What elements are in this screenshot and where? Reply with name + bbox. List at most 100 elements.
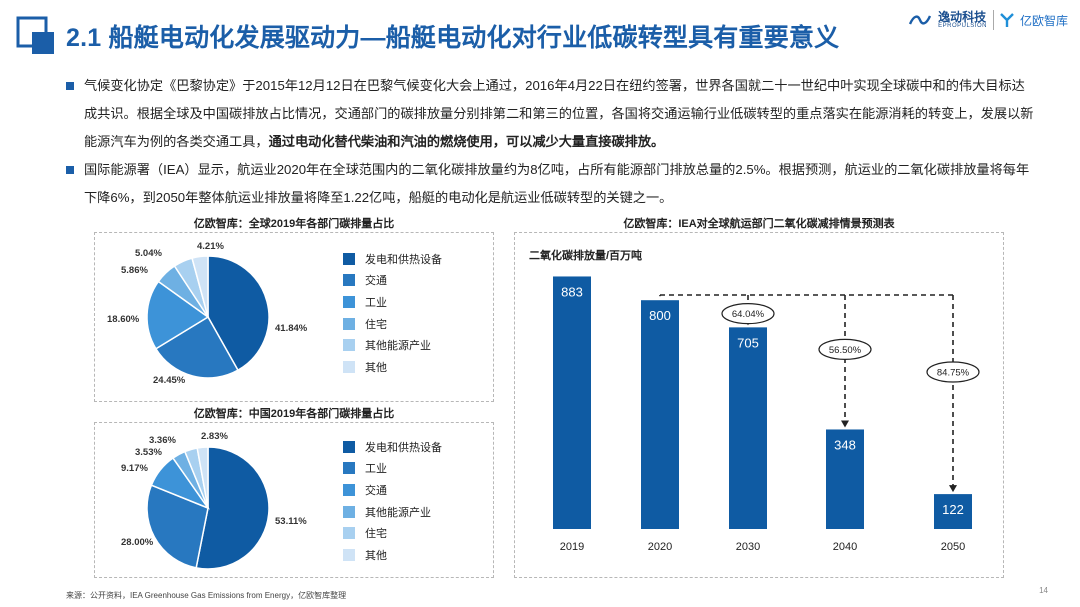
- pie-global-chart: [146, 255, 270, 379]
- pie-china-label-4: 3.36%: [149, 435, 176, 446]
- page-number: 14: [1039, 586, 1048, 595]
- legend-label: 交通: [365, 275, 387, 288]
- pie-global-label-0: 41.84%: [275, 323, 308, 334]
- bar-tick-label-2050: 2050: [941, 541, 965, 553]
- pie-china-label-5: 2.83%: [201, 431, 228, 442]
- yidong-logo-icon: [909, 15, 932, 25]
- legend-item: 交通: [343, 270, 442, 292]
- bar-value-label-2020: 800: [649, 308, 671, 323]
- bar-chart-panel: 二氧化碳排放量/百万吨 883 2019 800 2020 705 2030 348 2040…: [514, 232, 1004, 578]
- bar-2019: [553, 276, 591, 529]
- pie-global-panel: 41.84% 24.45% 18.60% 5.86% 5.04% 4.21% 发…: [94, 232, 494, 402]
- source-note: 来源：公开资料，IEA Greenhouse Gas Emissions fro…: [66, 591, 347, 600]
- legend-label: 工业: [365, 463, 387, 476]
- yidong-brand-sub: EPROPULSION: [938, 23, 987, 29]
- bullet-square-icon: [66, 166, 74, 174]
- pie-global-slice-5: [191, 255, 209, 318]
- yidong-brand: 逸动科技 EPROPULSION: [938, 11, 987, 29]
- legend-item: 发电和供热设备: [343, 248, 442, 270]
- legend-swatch: [343, 295, 355, 308]
- legend-swatch: [343, 317, 355, 330]
- legend-item: 住宅: [343, 313, 442, 335]
- legend-label: 其他能源产业: [365, 506, 431, 519]
- pie-china-slice-5: [196, 446, 209, 509]
- bar-2040: [826, 429, 864, 529]
- pie-china-label-0: 53.11%: [275, 516, 307, 527]
- bar-chart-title: 亿欧智库：IEA对全球航运部门二氧化碳减排情景预测表: [623, 218, 895, 230]
- yidong-brand-name: 逸动科技: [938, 10, 987, 24]
- annotation-label-2040: 56.50%: [829, 345, 862, 356]
- legend-item: 住宅: [343, 522, 442, 544]
- legend-label: 发电和供热设备: [365, 253, 442, 266]
- bullet-item-2: 国际能源署（IEA）显示，航运业2020年在全球范围内的二氧化碳排放量约为8亿吨…: [54, 156, 1034, 212]
- pie-china-slice-0: [195, 446, 270, 570]
- legend-item: 工业: [343, 291, 442, 313]
- pie-china-panel: 53.11% 28.00% 9.17% 3.53% 3.36% 2.83% 发电…: [94, 422, 494, 578]
- legend-item: 其他能源产业: [343, 501, 442, 523]
- bar-chart: 二氧化碳排放量/百万吨 883 2019 800 2020 705 2030 348 2040…: [529, 248, 980, 553]
- legend-label: 交通: [365, 484, 387, 497]
- legend-swatch: [343, 440, 355, 453]
- legend-swatch: [343, 462, 355, 475]
- legend-swatch: [343, 339, 355, 352]
- legend-label: 其他: [365, 361, 387, 374]
- legend-swatch: [343, 360, 355, 373]
- pie-global-slice-2: [146, 280, 210, 350]
- legend-item: 其他: [343, 356, 442, 378]
- connector-arrow-icon: [949, 485, 957, 493]
- bullet-item-1: 气候变化协定《巴黎协定》于2015年12月12日在巴黎气候变化大会上通过，201…: [54, 72, 1034, 156]
- bar-2050: [934, 494, 972, 529]
- bullet-square-icon: [66, 82, 74, 90]
- brand-separator: [992, 10, 994, 30]
- legend-swatch: [343, 252, 355, 265]
- bullet-1-bold: 通过电动化替代柴油和汽油的燃烧使用，可以减少大量直接碳排放。: [268, 134, 665, 149]
- annotation-label-2030: 64.04%: [732, 309, 765, 320]
- legend-label: 发电和供热设备: [365, 441, 442, 454]
- pie-global-label-4: 5.04%: [135, 248, 162, 259]
- pie-global-legend: 发电和供热设备 交通 工业 住宅 其他能源产业 其他: [343, 248, 442, 378]
- legend-swatch: [343, 527, 355, 540]
- legend-item: 发电和供热设备: [343, 436, 442, 458]
- legend-label: 住宅: [365, 318, 387, 331]
- legend-item: 交通: [343, 479, 442, 501]
- legend-label: 住宅: [365, 528, 387, 541]
- annotation-label-2050: 84.75%: [937, 367, 970, 378]
- bar-2030: [729, 327, 767, 529]
- legend-swatch: [343, 483, 355, 496]
- pie-china-label-1: 28.00%: [121, 537, 154, 548]
- bar-tick-label-2030: 2030: [736, 541, 760, 553]
- bar-tick-label-2020: 2020: [648, 541, 672, 553]
- yiou-brand-name: 亿欧智库: [1019, 13, 1068, 28]
- legend-item: 其他能源产业: [343, 334, 442, 356]
- legend-label: 其他: [365, 549, 387, 562]
- brand-logos: 逸动科技 EPROPULSION 亿欧智库: [908, 10, 1068, 30]
- connector-arrow-icon: [841, 420, 849, 428]
- pie-global-title: 亿欧智库：全球2019年各部门碳排量占比: [193, 218, 395, 230]
- pie-global-label-2: 18.60%: [107, 314, 140, 325]
- bar-value-label-2050: 122: [942, 502, 964, 517]
- pie-china-slice-1: [146, 484, 209, 569]
- pie-china-label-3: 3.53%: [135, 447, 162, 458]
- legend-swatch: [343, 505, 355, 518]
- pie-china-chart: [146, 446, 270, 570]
- bar-value-label-2030: 705: [737, 335, 759, 350]
- pie-global-slice-1: [154, 315, 239, 379]
- bar-tick-label-2019: 2019: [560, 541, 584, 553]
- logo-squares-icon: [16, 16, 54, 54]
- bar-ylabel: 二氧化碳排放量/百万吨: [529, 248, 642, 262]
- bullet-list: 气候变化协定《巴黎协定》于2015年12月12日在巴黎气候变化大会上通过，201…: [54, 72, 1034, 212]
- legend-swatch: [343, 548, 355, 561]
- pie-china-label-2: 9.17%: [121, 463, 148, 474]
- pie-global-label-3: 5.86%: [121, 265, 148, 276]
- annotation-oval-2050: [926, 361, 980, 383]
- bar-tick-label-2040: 2040: [833, 541, 857, 553]
- bar-2020: [641, 300, 679, 529]
- pie-china-legend: 发电和供热设备 工业 交通 其他能源产业 住宅 其他: [343, 436, 442, 566]
- yiou-logo-icon: [1000, 13, 1014, 27]
- legend-label: 其他能源产业: [365, 340, 431, 353]
- legend-item: 其他: [343, 544, 442, 566]
- pie-global-label-5: 4.21%: [197, 241, 224, 252]
- legend-label: 工业: [365, 296, 387, 309]
- legend-swatch: [343, 274, 355, 287]
- bullet-1-text: 气候变化协定《巴黎协定》于2015年12月12日在巴黎气候变化大会上通过，201…: [84, 78, 1034, 149]
